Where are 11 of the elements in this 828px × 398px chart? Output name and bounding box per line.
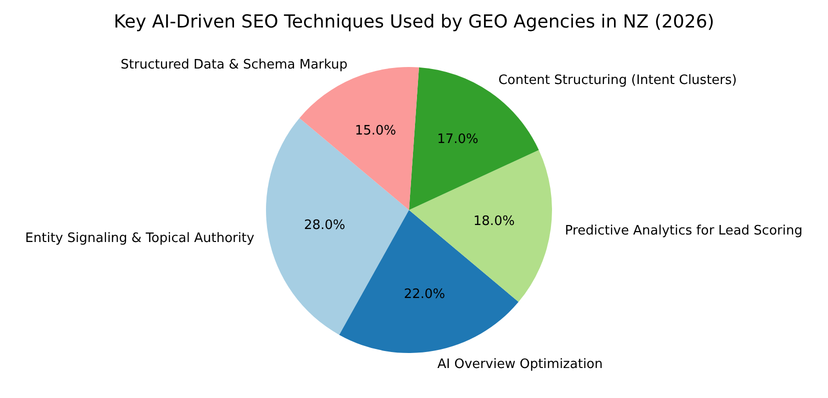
data-label: 22.0% bbox=[404, 286, 446, 302]
slice-label: Structured Data & Schema Markup bbox=[120, 58, 348, 73]
data-label: 28.0% bbox=[304, 218, 346, 233]
slice-label: Entity Signaling & Topical Authority bbox=[25, 230, 255, 246]
chart-title: Key AI-Driven SEO Techniques Used by GEO Agencies in NZ (2026) bbox=[114, 12, 714, 32]
slice-label: Predictive Analytics for Lead Scoring bbox=[564, 223, 802, 238]
data-label: 15.0% bbox=[354, 124, 396, 139]
slice-label: AI Overview Optimization bbox=[437, 357, 603, 372]
slice-label: Content Structuring (Intent Clusters) bbox=[498, 73, 737, 88]
data-label: 17.0% bbox=[437, 132, 478, 147]
data-label: 18.0% bbox=[473, 214, 515, 229]
